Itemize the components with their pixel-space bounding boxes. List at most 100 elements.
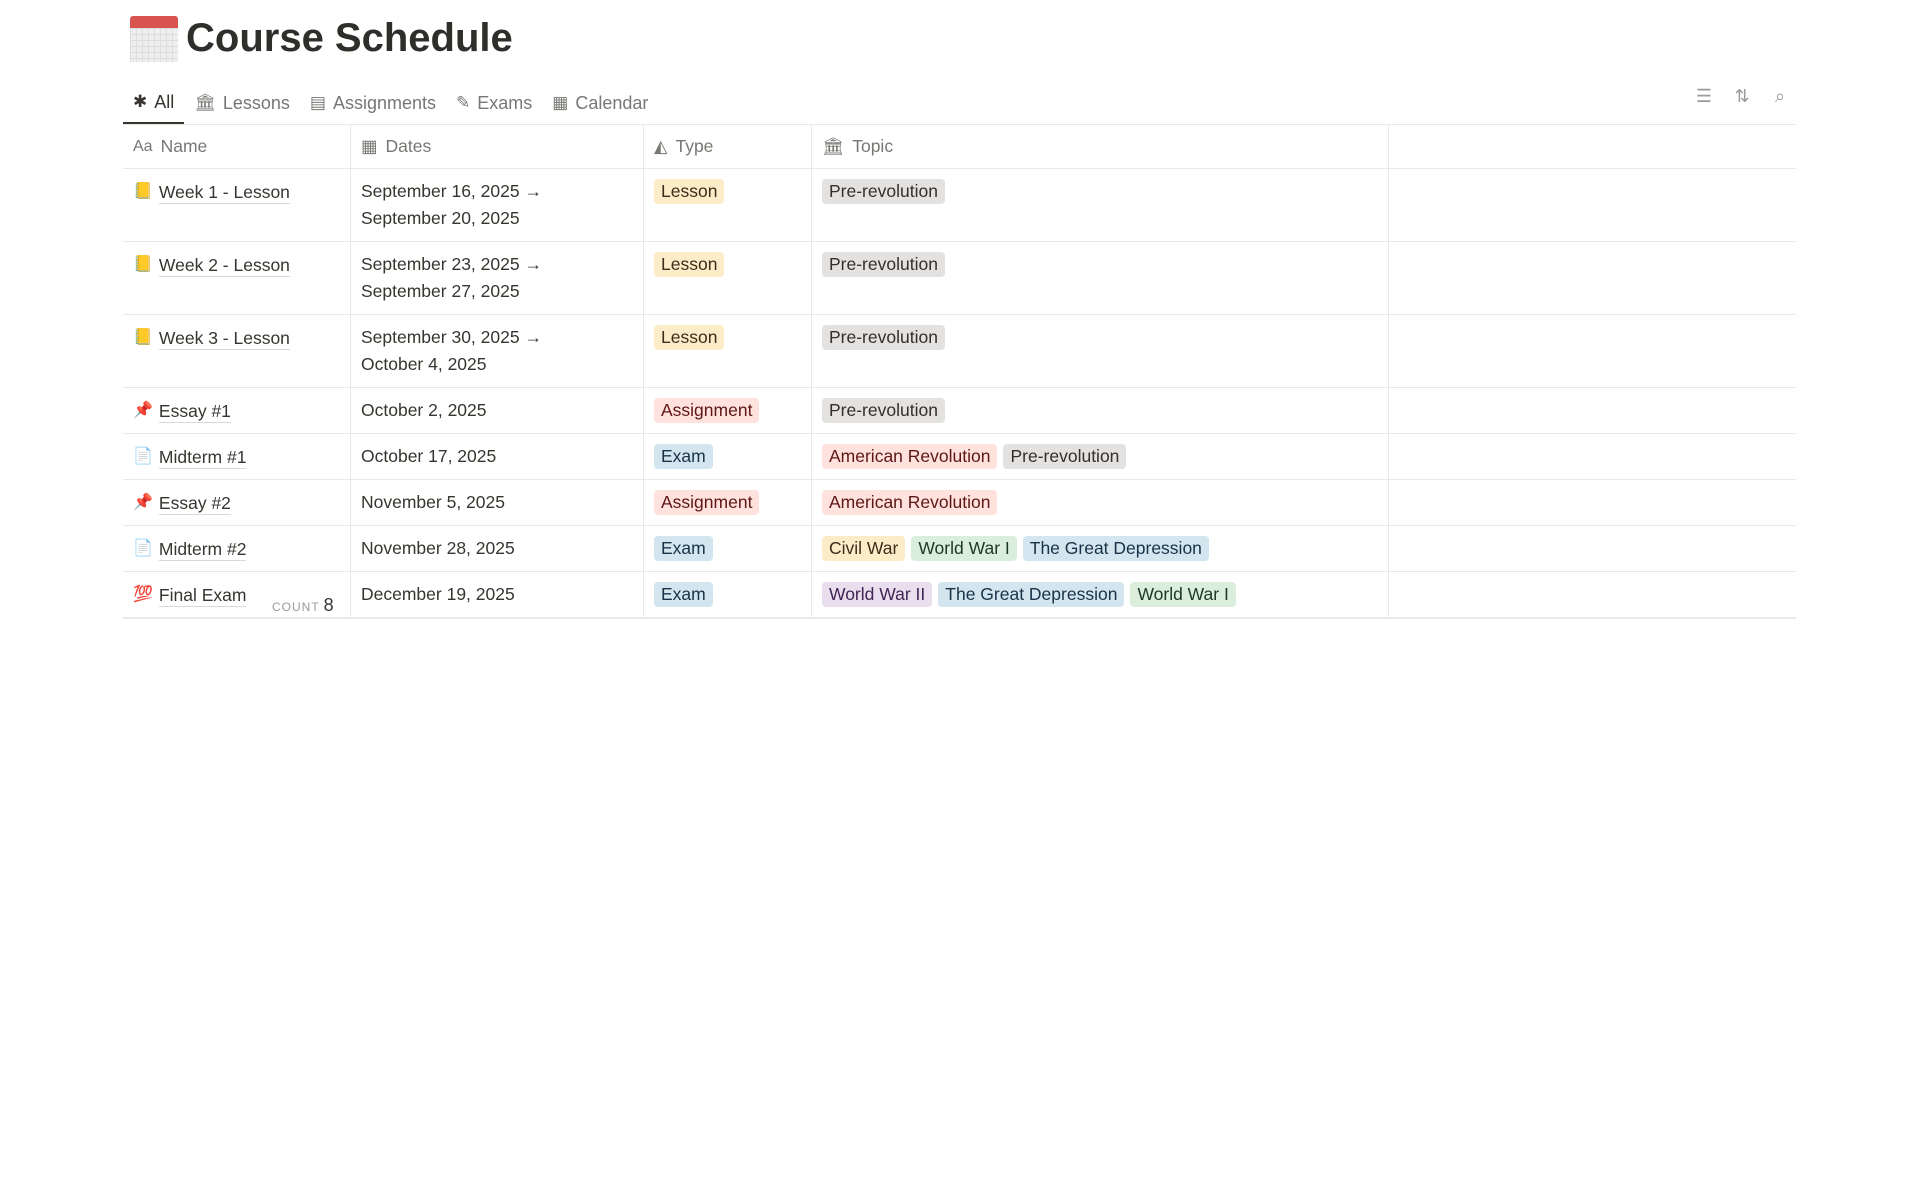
date-line: November 28, 2025 xyxy=(361,538,515,558)
notebook-icon: ▤ xyxy=(309,93,326,112)
dates-cell[interactable]: October 2, 2025 xyxy=(351,388,644,433)
calendar-icon: ▦ xyxy=(552,93,569,112)
row-emoji-icon: 📒 xyxy=(133,256,153,273)
date-line: November 5, 2025 xyxy=(361,492,505,512)
table-row[interactable]: 📌 Essay #1 October 2, 2025 Assignment Pre… xyxy=(123,388,1796,434)
dates-cell[interactable]: November 5, 2025 xyxy=(351,480,644,525)
topic-cell[interactable]: American Revolution Pre-revolution xyxy=(812,434,1389,479)
column-header-type[interactable]: ◭ Type xyxy=(644,125,812,168)
name-cell[interactable]: 📄 Midterm #2 xyxy=(123,526,351,571)
row-emoji-icon: 📒 xyxy=(133,329,153,346)
row-emoji-icon: 📒 xyxy=(133,183,153,200)
calendar-emoji-icon[interactable] xyxy=(128,10,180,66)
name-cell[interactable]: 📌 Essay #1 xyxy=(123,388,351,433)
name-cell[interactable]: 📄 Midterm #1 xyxy=(123,434,351,479)
tab-label: Exams xyxy=(477,92,533,113)
asterisk-icon: ✱ xyxy=(133,92,148,111)
date-line: October 17, 2025 xyxy=(361,446,497,466)
dates-cell[interactable]: October 17, 2025 xyxy=(351,434,644,479)
date-line: October 2, 2025 xyxy=(361,400,487,420)
type-cell[interactable]: Exam xyxy=(644,572,812,617)
sort-icon[interactable]: ⇅ xyxy=(1734,86,1750,106)
row-title-link[interactable]: Week 2 - Lesson xyxy=(158,255,290,277)
topic-cell[interactable]: World War II The Great Depression World Wa… xyxy=(812,572,1389,617)
table-row[interactable]: 📒 Week 2 - Lesson September 23, 2025 → Sep… xyxy=(123,242,1796,315)
date-line: September 30, 2025 → xyxy=(361,327,542,347)
topic-tag: World War I xyxy=(911,536,1017,561)
bank-icon: 🏛︎ xyxy=(194,93,216,112)
row-title-link[interactable]: Week 3 - Lesson xyxy=(158,328,290,350)
dates-cell[interactable]: December 19, 2025 xyxy=(351,572,644,617)
column-header-empty xyxy=(1389,125,1796,168)
column-header-dates[interactable]: ▦ Dates xyxy=(351,125,644,168)
empty-cell xyxy=(1389,434,1796,479)
count-footer: COUNT 8 xyxy=(272,595,334,616)
type-cell[interactable]: Assignment xyxy=(644,388,812,433)
type-cell[interactable]: Lesson xyxy=(644,315,812,387)
name-cell[interactable]: 📒 Week 2 - Lesson xyxy=(123,242,351,314)
row-title-link[interactable]: Midterm #1 xyxy=(158,447,247,469)
type-tag: Assignment xyxy=(654,490,760,515)
name-cell[interactable]: 📌 Essay #2 xyxy=(123,480,351,525)
type-tag: Lesson xyxy=(654,179,725,204)
bank-icon: 🏛︎ xyxy=(822,135,845,156)
row-title-link[interactable]: Essay #2 xyxy=(158,493,231,515)
table-row[interactable]: 📄 Midterm #2 November 28, 2025 Exam Civil… xyxy=(123,526,1796,572)
row-title-link[interactable]: Midterm #2 xyxy=(158,539,247,561)
type-cell[interactable]: Assignment xyxy=(644,480,812,525)
type-cell[interactable]: Lesson xyxy=(644,242,812,314)
dates-cell[interactable]: September 16, 2025 → September 20, 2025 xyxy=(351,169,644,241)
date-line: October 4, 2025 xyxy=(361,354,487,374)
text-property-icon: Aa xyxy=(133,137,153,155)
shapes-icon: ◭ xyxy=(654,135,668,156)
row-title-link[interactable]: Final Exam xyxy=(158,585,247,607)
type-cell[interactable]: Lesson xyxy=(644,169,812,241)
name-cell[interactable]: 📒 Week 1 - Lesson xyxy=(123,169,351,241)
empty-cell xyxy=(1389,169,1796,241)
column-header-topic[interactable]: 🏛︎ Topic xyxy=(812,125,1389,168)
dates-cell[interactable]: September 23, 2025 → September 27, 2025 xyxy=(351,242,644,314)
date-line: September 27, 2025 xyxy=(361,281,520,301)
type-cell[interactable]: Exam xyxy=(644,434,812,479)
row-title-link[interactable]: Week 1 - Lesson xyxy=(158,182,290,204)
column-header-name[interactable]: Aa Name xyxy=(123,125,351,168)
table-row[interactable]: 💯 Final Exam December 19, 2025 Exam World… xyxy=(123,572,1796,619)
topic-cell[interactable]: Pre-revolution xyxy=(812,242,1389,314)
dates-cell[interactable]: November 28, 2025 xyxy=(351,526,644,571)
table-row[interactable]: 📒 Week 3 - Lesson September 30, 2025 → Oct… xyxy=(123,315,1796,388)
tab-lessons[interactable]: 🏛︎ Lessons xyxy=(184,84,300,122)
view-tabs: ✱ All 🏛︎ Lessons ▤ Assignments ✎ Exams ▦ Cale… xyxy=(123,84,658,124)
type-tag: Lesson xyxy=(654,252,725,277)
table-row[interactable]: 📒 Week 1 - Lesson September 16, 2025 → Sep… xyxy=(123,169,1796,242)
empty-cell xyxy=(1389,242,1796,314)
topic-cell[interactable]: Pre-revolution xyxy=(812,169,1389,241)
filter-icon[interactable]: ☰ xyxy=(1695,86,1713,106)
topic-cell[interactable]: Pre-revolution xyxy=(812,315,1389,387)
column-label: Topic xyxy=(852,135,894,156)
search-icon[interactable]: ⌕ xyxy=(1774,86,1786,106)
name-cell[interactable]: 💯 Final Exam xyxy=(123,572,351,617)
dates-cell[interactable]: September 30, 2025 → October 4, 2025 xyxy=(351,315,644,387)
calendar-icon: ▦ xyxy=(361,135,378,156)
topic-tag: Pre-revolution xyxy=(1003,444,1127,469)
topic-cell[interactable]: Pre-revolution xyxy=(812,388,1389,433)
database-table: Aa Name ▦ Dates ◭ Type 🏛︎ Topic 📒 Week 1 - Le… xyxy=(123,124,1796,619)
tab-calendar[interactable]: ▦ Calendar xyxy=(542,84,658,122)
topic-tag: Civil War xyxy=(822,536,906,561)
count-label: COUNT xyxy=(272,600,320,614)
type-tag: Exam xyxy=(654,444,713,469)
topic-tag: The Great Depression xyxy=(938,582,1125,607)
date-line: September 16, 2025 → xyxy=(361,181,542,201)
tab-exams[interactable]: ✎ Exams xyxy=(446,84,542,122)
name-cell[interactable]: 📒 Week 3 - Lesson xyxy=(123,315,351,387)
table-row[interactable]: 📌 Essay #2 November 5, 2025 Assignment Am… xyxy=(123,480,1796,526)
page-header: Course Schedule xyxy=(128,10,513,66)
topic-cell[interactable]: American Revolution xyxy=(812,480,1389,525)
empty-cell xyxy=(1389,388,1796,433)
table-row[interactable]: 📄 Midterm #1 October 17, 2025 Exam Americ… xyxy=(123,434,1796,480)
row-title-link[interactable]: Essay #1 xyxy=(158,401,231,423)
tab-assignments[interactable]: ▤ Assignments xyxy=(300,84,446,122)
type-cell[interactable]: Exam xyxy=(644,526,812,571)
topic-cell[interactable]: Civil War World War I The Great Depression xyxy=(812,526,1389,571)
tab-all[interactable]: ✱ All xyxy=(123,84,185,124)
